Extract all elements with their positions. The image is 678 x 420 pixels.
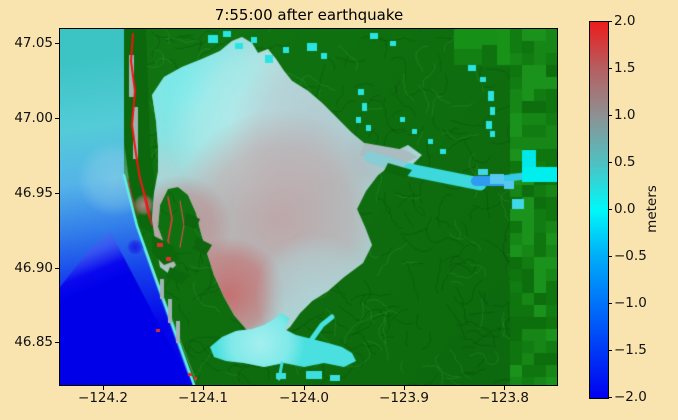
tick-mark (55, 268, 59, 269)
tick-mark (203, 386, 204, 390)
y-tick-label: 46.85 (14, 334, 53, 350)
tick-mark (304, 386, 305, 390)
tick-mark (608, 350, 612, 351)
colorbar-tick-label: 2.0 (614, 13, 636, 29)
x-tick-label: −124.0 (279, 390, 329, 406)
y-tick-label: 46.90 (14, 260, 53, 276)
tick-mark (55, 43, 59, 44)
colorbar-tick-label: 1.0 (614, 107, 636, 123)
plot-title: 7:55:00 after earthquake (214, 6, 404, 24)
tick-mark (404, 386, 405, 390)
tick-mark (608, 209, 612, 210)
x-tick-label: −123.8 (479, 390, 529, 406)
tick-mark (55, 118, 59, 119)
tick-mark (103, 386, 104, 390)
y-tick-label: 47.00 (14, 110, 53, 126)
plot-area (59, 28, 558, 386)
tick-mark (608, 303, 612, 304)
colorbar-axis-label: meters (644, 185, 660, 233)
colorbar-tick-label: 0.5 (614, 154, 636, 170)
colorbar-tick-label: −2.0 (614, 389, 647, 405)
tick-mark (608, 397, 612, 398)
tick-mark (608, 115, 612, 116)
tick-mark (55, 342, 59, 343)
colorbar-tick-label: −0.5 (614, 248, 647, 264)
x-tick-label: −124.2 (78, 390, 128, 406)
colorbar-tick-label: −1.5 (614, 342, 647, 358)
colorbar (589, 21, 609, 399)
tick-mark (608, 21, 612, 22)
tick-mark (608, 256, 612, 257)
x-tick-label: −124.1 (178, 390, 228, 406)
colorbar-tick-label: 0.0 (614, 201, 636, 217)
colorbar-tick-label: −1.0 (614, 295, 647, 311)
tick-mark (608, 68, 612, 69)
tick-mark (608, 162, 612, 163)
y-tick-label: 47.05 (14, 35, 53, 51)
tick-mark (55, 193, 59, 194)
map-canvas (60, 29, 557, 385)
x-tick-label: −123.9 (379, 390, 429, 406)
tick-mark (504, 386, 505, 390)
colorbar-tick-label: 1.5 (614, 60, 636, 76)
y-tick-label: 46.95 (14, 185, 53, 201)
